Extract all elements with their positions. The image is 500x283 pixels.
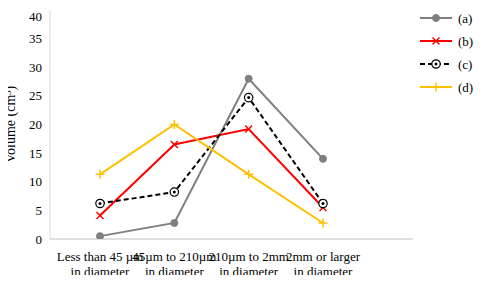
svg-text:0: 0 <box>36 232 43 247</box>
svg-text:210µm to 2mmin diameter: 210µm to 2mmin diameter <box>208 249 288 275</box>
svg-text:20: 20 <box>29 117 42 132</box>
svg-text:(a): (a) <box>458 11 472 26</box>
svg-text:40: 40 <box>29 9 42 24</box>
svg-text:25: 25 <box>29 88 42 103</box>
svg-text:(d): (d) <box>458 80 473 95</box>
svg-text:5: 5 <box>36 203 43 218</box>
svg-text:15: 15 <box>29 146 42 161</box>
svg-text:2mm or largerin diameter: 2mm or largerin diameter <box>286 249 361 275</box>
svg-text:Less than 45 µmin diameter: Less than 45 µmin diameter <box>57 249 144 275</box>
svg-text:(b): (b) <box>458 34 473 49</box>
svg-text:30: 30 <box>29 60 42 75</box>
svg-text:Volume (cm³): Volume (cm³) <box>8 85 19 163</box>
svg-text:10: 10 <box>29 174 42 189</box>
svg-text:35: 35 <box>29 31 42 46</box>
svg-text:45µm to 210µmin diameter: 45µm to 210µmin diameter <box>132 249 216 275</box>
svg-text:(c): (c) <box>458 57 472 72</box>
